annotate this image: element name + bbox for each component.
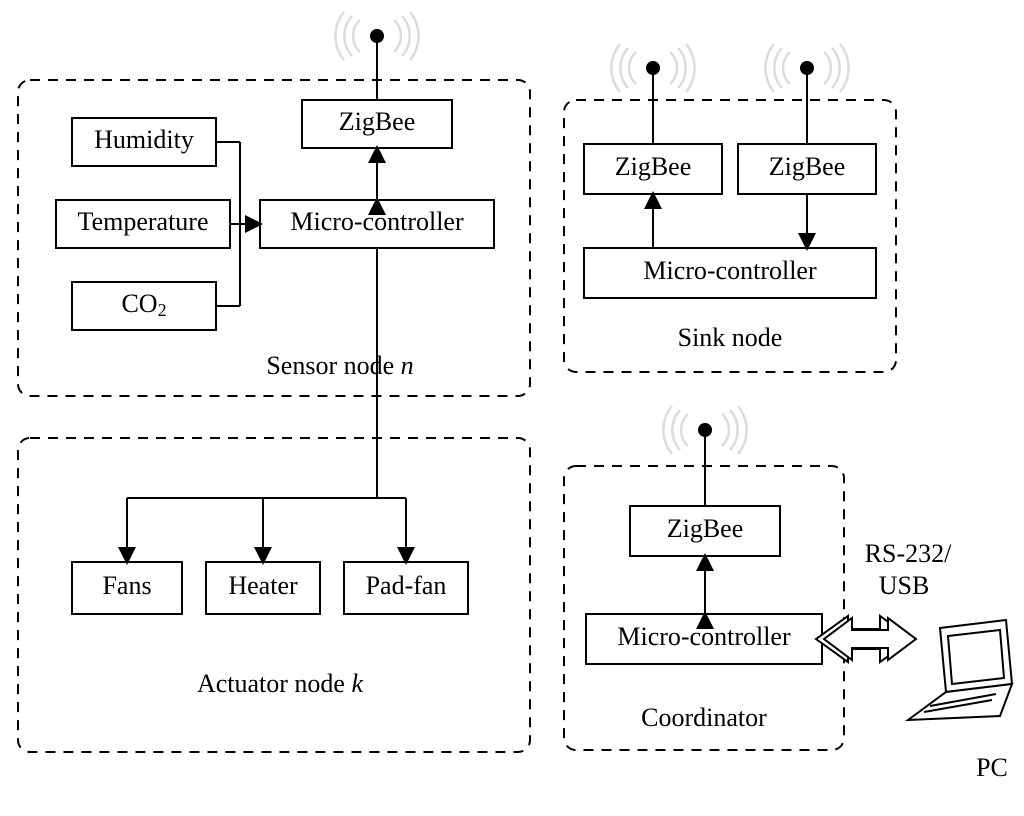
coord-antenna — [663, 406, 746, 506]
humidity-label: Humidity — [94, 125, 194, 154]
sink-antenna-r — [765, 44, 848, 144]
coordinator-label: Coordinator — [641, 703, 767, 732]
sensor-zigbee-label: ZigBee — [339, 107, 416, 136]
sensor-node-group: Sensor node n Humidity Temperature CO2 Z… — [18, 12, 530, 396]
coord-zigbee-label: ZigBee — [667, 514, 744, 543]
sink-zigbee-r-label: ZigBee — [769, 152, 846, 181]
pc-label: PC — [976, 753, 1008, 782]
sink-zigbee-l-label: ZigBee — [615, 152, 692, 181]
pc-icon: PC — [908, 620, 1012, 782]
temperature-label: Temperature — [78, 207, 209, 236]
rs232-link: RS-232/ USB — [816, 539, 952, 662]
sensor-antenna — [335, 12, 418, 100]
rs232-label-2: USB — [879, 571, 930, 600]
coord-micro-label: Micro-controller — [617, 622, 791, 651]
sink-micro-label: Micro-controller — [643, 256, 817, 285]
sink-node-label: Sink node — [678, 323, 783, 352]
padfan-label: Pad-fan — [366, 571, 447, 600]
sensor-node-label: Sensor node n — [266, 351, 413, 380]
sink-node-group: Sink node ZigBee ZigBee Micro-controller — [564, 44, 896, 372]
fans-label: Fans — [102, 571, 151, 600]
sensor-micro-label: Micro-controller — [290, 207, 464, 236]
sink-antenna-l — [611, 44, 694, 144]
coordinator-group: Coordinator ZigBee Micro-controller — [564, 406, 844, 750]
rs232-label-1: RS-232/ — [865, 539, 952, 568]
actuator-node-label: Actuator node k — [197, 669, 364, 698]
heater-label: Heater — [228, 571, 298, 600]
